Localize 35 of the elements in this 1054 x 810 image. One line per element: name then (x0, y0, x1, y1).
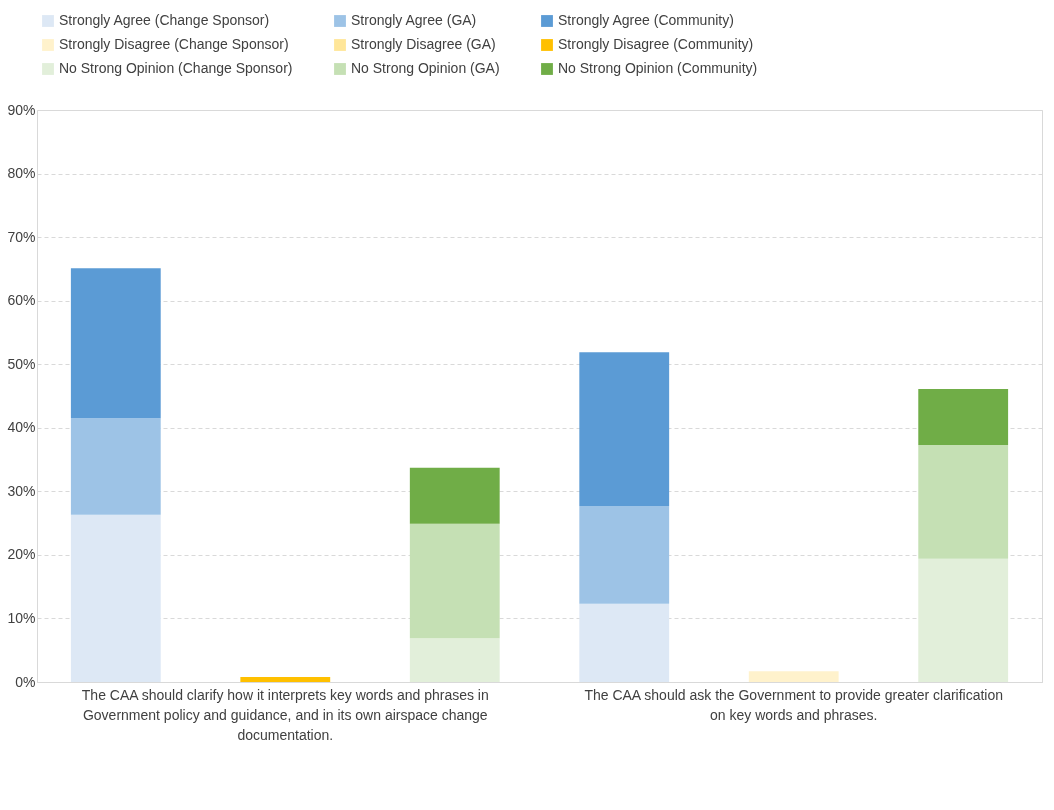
y-tick-label: 70% (7, 228, 36, 245)
legend-label: Strongly Agree (GA) (351, 12, 477, 28)
legend-label: Strongly Disagree (GA) (351, 36, 496, 52)
y-tick-label: 80% (7, 165, 36, 182)
y-tick-label: 30% (7, 482, 36, 499)
bar (240, 676, 331, 682)
bar (918, 444, 1009, 559)
legend-label: Strongly Agree (Change Sponsor) (59, 12, 270, 28)
x-tick-label: The CAA should clarify how it interprets key words and phrases in Government policy and guidance, and in its own airspace change documentation. (81, 686, 489, 743)
legend-label: No Strong Opinion (Change Sponsor) (59, 60, 293, 76)
y-tick-label: 0% (15, 673, 36, 690)
legend-label: No Strong Opinion (GA) (351, 60, 500, 76)
x-tick-label: The CAA should ask the Government to provide greater clarification on key words and phrases. (584, 686, 1004, 723)
bar (579, 505, 670, 604)
legend-label: Strongly Agree (Community) (558, 12, 734, 28)
bar (409, 467, 500, 524)
bar (748, 671, 839, 682)
legend-label: Strongly Disagree (Community) (558, 36, 754, 52)
legend-label: Strongly Disagree (Change Sponsor) (59, 36, 289, 52)
bar (70, 268, 161, 419)
bar (918, 558, 1009, 682)
bar (409, 523, 500, 639)
y-tick-label: 90% (7, 101, 36, 118)
y-tick-label: 40% (7, 419, 36, 436)
legend-label: No Strong Opinion (Community) (558, 60, 758, 76)
bar (409, 638, 500, 682)
bar (70, 418, 161, 515)
y-tick-label: 10% (7, 609, 36, 626)
y-tick-label: 20% (7, 546, 36, 563)
bar (579, 603, 670, 682)
bar (579, 352, 670, 506)
bar (70, 514, 161, 682)
y-tick-label: 60% (7, 292, 36, 309)
bar (918, 389, 1009, 445)
y-tick-label: 50% (7, 355, 36, 372)
